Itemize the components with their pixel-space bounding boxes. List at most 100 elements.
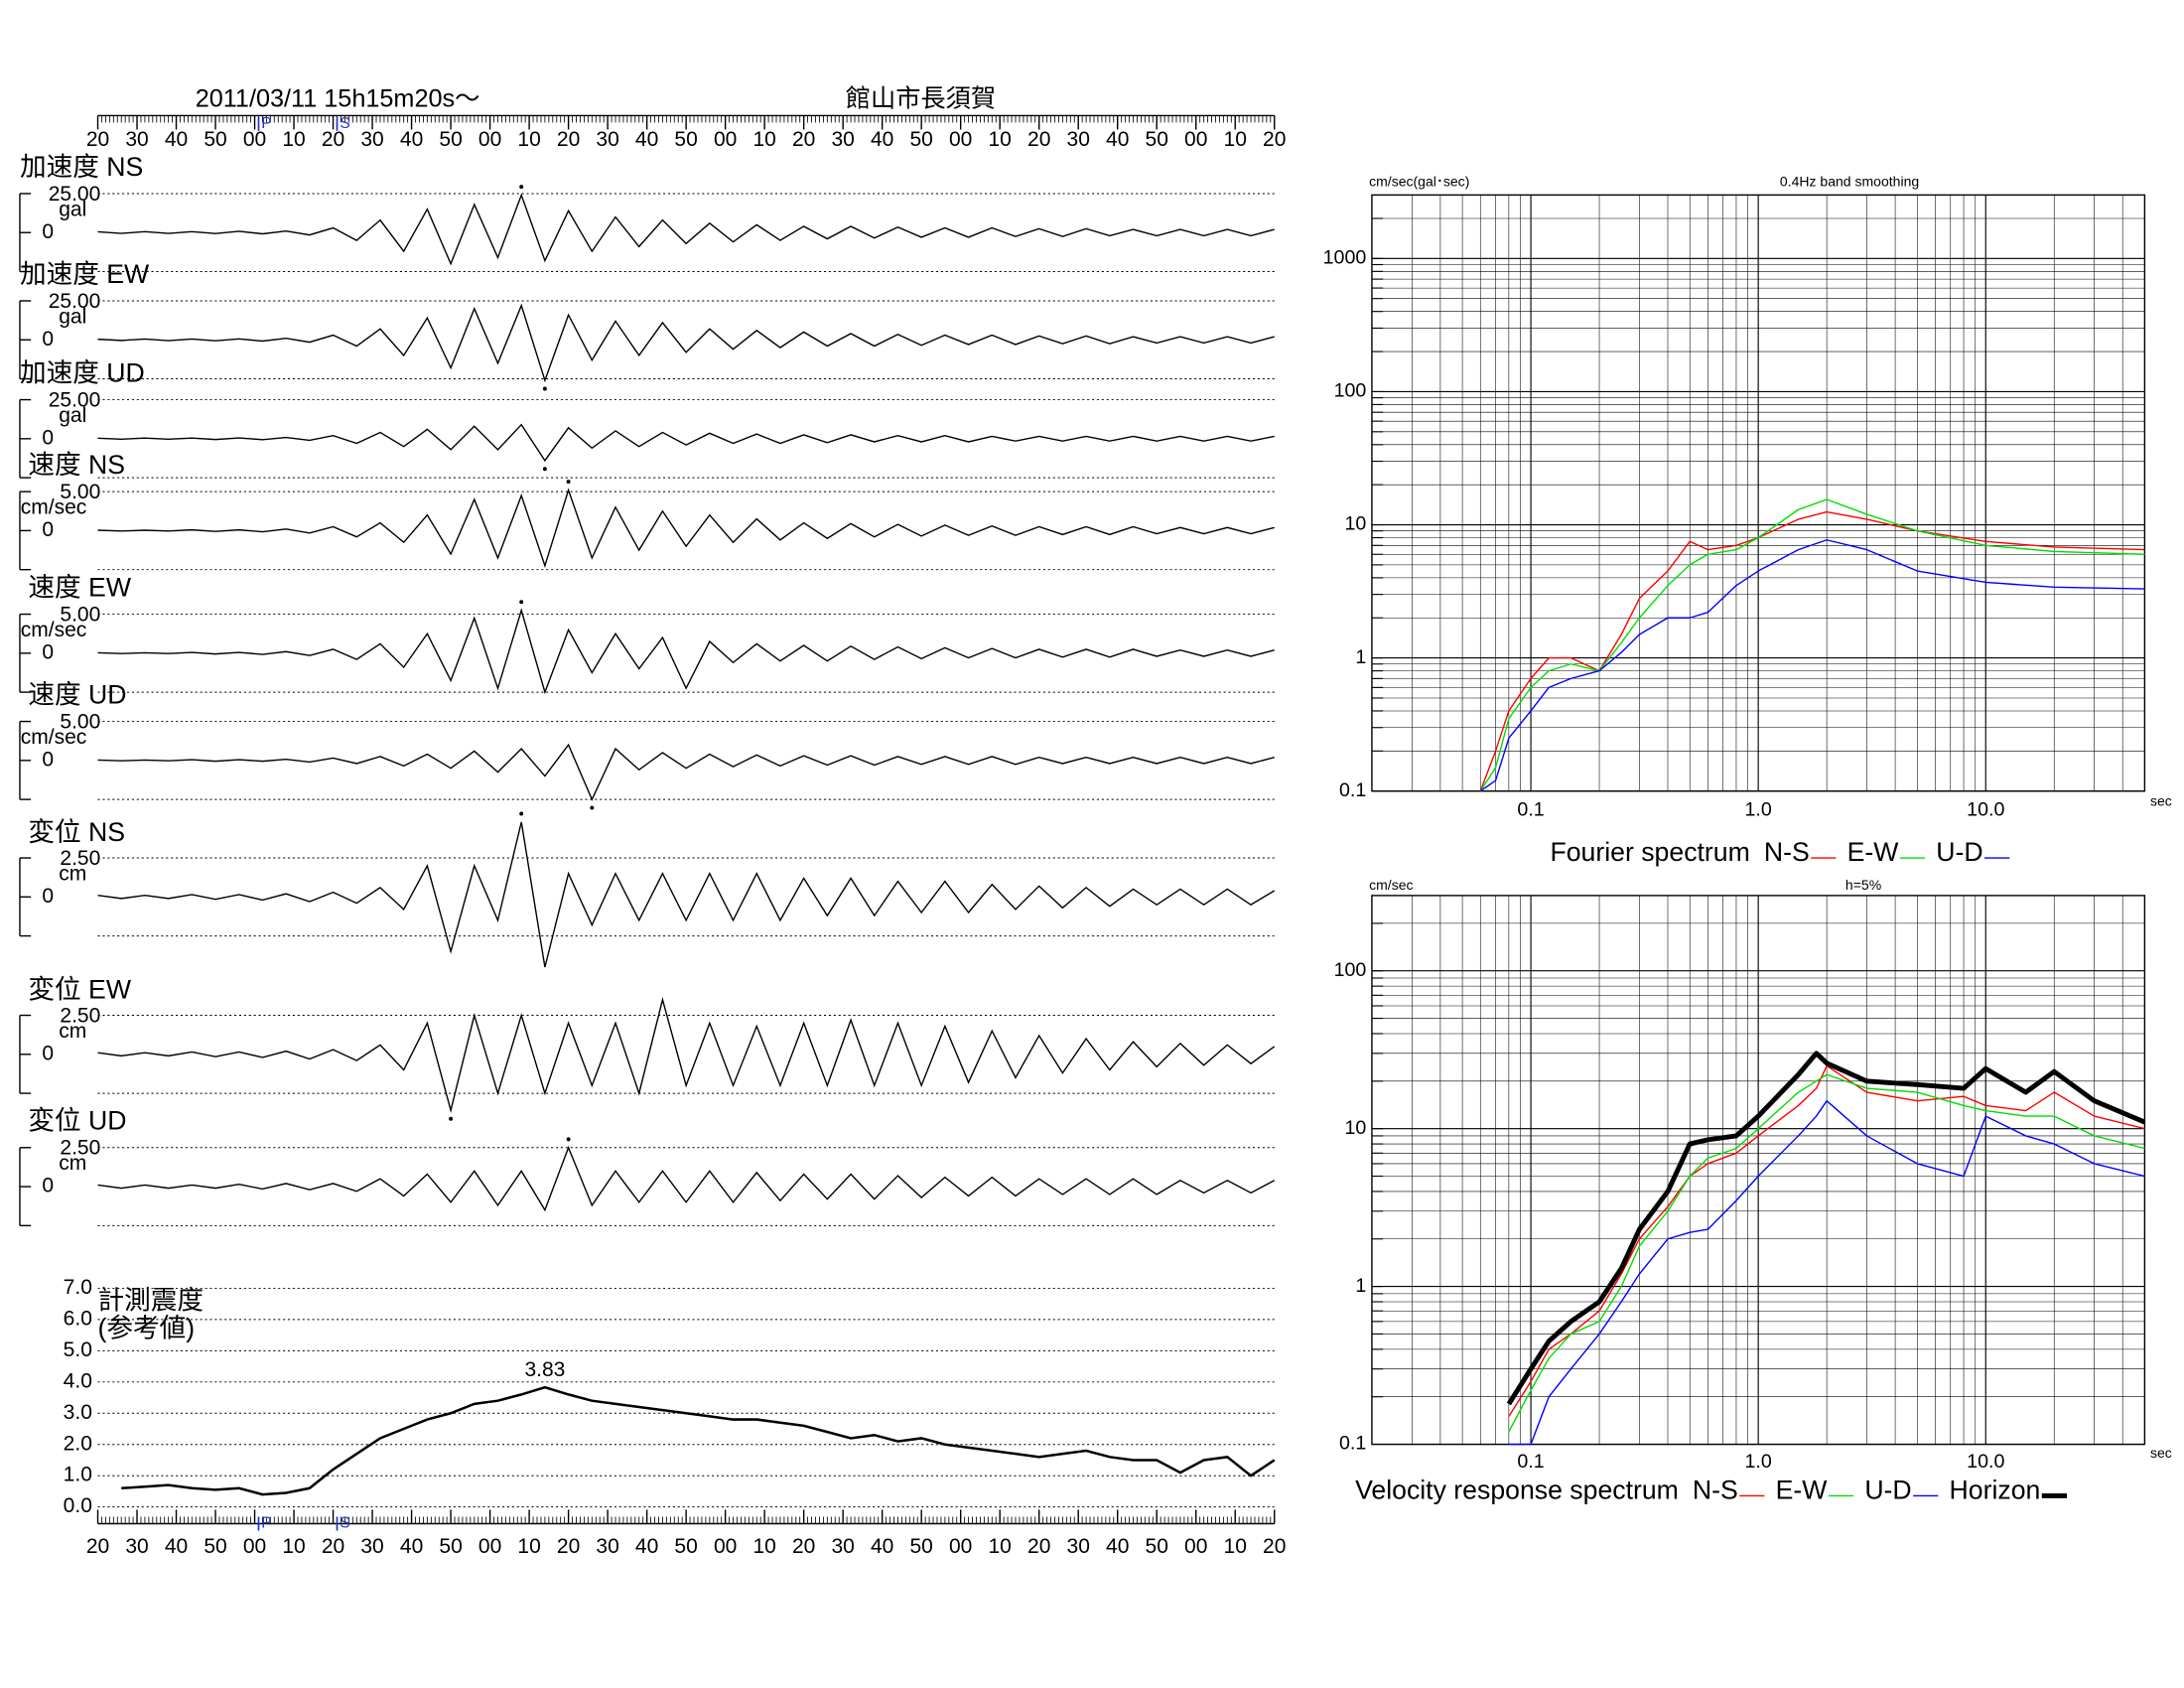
peak-dot — [566, 1137, 571, 1142]
peak-dot — [519, 185, 524, 190]
time-tick-label: 10 — [1224, 1535, 1247, 1558]
x-tick-label: 1.0 — [1745, 799, 1772, 821]
time-tick-label: 00 — [949, 1535, 972, 1558]
time-tick-label: 00 — [478, 128, 501, 151]
time-tick-label: 40 — [165, 1535, 188, 1558]
time-tick-label: 20 — [86, 1535, 109, 1558]
time-tick-label: 20 — [557, 128, 580, 151]
legend-label: E-W — [1776, 1475, 1829, 1504]
y-tick-label: 0.0 — [64, 1494, 92, 1517]
unit-label: gal — [59, 198, 86, 220]
trace-title: 速度 EW — [28, 572, 131, 602]
y-tick-label: 10 — [1344, 513, 1366, 535]
chart-title: Fourier spectrum — [1550, 837, 1749, 867]
phase-label: S — [340, 1515, 349, 1532]
y-tick-label: 1000 — [1323, 247, 1367, 269]
time-tick-label: 00 — [1184, 128, 1207, 151]
waveform — [97, 488, 1275, 569]
time-tick-label: 00 — [1184, 1535, 1207, 1558]
y-tick-label: 0 — [42, 1175, 54, 1197]
y-tick-label: 0 — [42, 640, 54, 663]
time-tick-label: 40 — [635, 1535, 658, 1558]
time-tick-label: 30 — [1067, 128, 1090, 151]
y-tick-label: 0 — [42, 426, 54, 449]
y-tick-label: 4.0 — [64, 1369, 92, 1392]
time-tick-label: 30 — [1067, 1535, 1090, 1558]
time-tick-label: 50 — [909, 1535, 932, 1558]
time-tick-label: 00 — [478, 1535, 501, 1558]
time-tick-label: 30 — [596, 128, 618, 151]
x-tick-label: 1.0 — [1745, 1451, 1772, 1473]
time-tick-label: 40 — [871, 128, 893, 151]
time-tick-label: 30 — [596, 1535, 618, 1558]
unit-label: cm/sec — [21, 726, 87, 749]
y-unit-label: cm/sec — [1369, 877, 1413, 893]
x-unit-label: sec — [2150, 793, 2172, 809]
spectrum-line — [1479, 510, 2145, 791]
y-tick-label: 0 — [42, 220, 54, 243]
legend-label: U-D — [1864, 1475, 1911, 1504]
y-tick-label: 6.0 — [64, 1307, 92, 1330]
x-unit-label: sec — [2150, 1445, 2172, 1461]
legend-label: U-D — [1936, 837, 1982, 867]
time-tick-label: 20 — [1027, 128, 1050, 151]
x-tick-label: 10.0 — [1967, 799, 2004, 821]
time-tick-label: 20 — [1263, 1535, 1286, 1558]
time-tick-label: 20 — [792, 128, 815, 151]
time-tick-label: 10 — [988, 128, 1011, 151]
y-tick-label: 0 — [42, 885, 54, 908]
y-tick-label: 1.0 — [64, 1464, 92, 1486]
time-tick-label: 20 — [1027, 1535, 1050, 1558]
record-datetime: 2011/03/11 15h15m20s～ — [196, 85, 480, 113]
legend-label: Horizon — [1950, 1475, 2041, 1504]
unit-label: gal — [59, 404, 86, 427]
station-name: 館山市長須賀 — [846, 85, 996, 113]
chart-subtitle: 0.4Hz band smoothing — [1780, 173, 1919, 189]
spectrum-line — [1508, 1073, 2145, 1433]
waveform — [97, 608, 1275, 695]
time-tick-label: 50 — [674, 128, 697, 151]
waveform — [97, 821, 1276, 968]
spectrum-line — [1508, 1064, 2145, 1417]
time-tick-label: 50 — [1146, 1535, 1168, 1558]
y-tick-label: 5.00 — [60, 604, 100, 627]
time-tick-label: 30 — [125, 1535, 148, 1558]
legend-label: N-S — [1764, 837, 1810, 867]
legend-label: N-S — [1693, 1475, 1738, 1504]
unit-label: cm — [59, 1020, 86, 1043]
y-tick-label: 0.1 — [1339, 1433, 1366, 1455]
time-tick-label: 10 — [282, 128, 305, 151]
time-tick-label: 00 — [243, 128, 266, 151]
time-tick-label: 30 — [360, 128, 383, 151]
spectrum-line — [1506, 1051, 2146, 1406]
waveform — [97, 1145, 1276, 1212]
chart-title: Velocity response spectrum — [1355, 1475, 1679, 1504]
trace-title: 変位 EW — [28, 975, 131, 1005]
y-tick-label: 2.0 — [64, 1432, 92, 1455]
intensity-line — [121, 1385, 1276, 1496]
unit-label: cm — [59, 1152, 86, 1175]
x-tick-label: 0.1 — [1517, 799, 1544, 821]
spectrum-line — [1479, 539, 2145, 792]
y-tick-label: 3.0 — [64, 1401, 92, 1424]
time-tick-label: 30 — [831, 1535, 854, 1558]
trace-title: 加速度 EW — [20, 259, 150, 289]
time-tick-label: 40 — [165, 128, 188, 151]
trace-title: 速度 NS — [28, 450, 125, 480]
time-tick-label: 50 — [909, 128, 932, 151]
peak-dot — [449, 1116, 454, 1121]
intensity-label: (参考値) — [98, 1314, 196, 1343]
y-tick-label: 100 — [1334, 959, 1367, 981]
trace-title: 変位 NS — [28, 817, 125, 847]
peak-dot — [542, 467, 547, 472]
y-tick-label: 100 — [1334, 380, 1367, 402]
spectrum-line — [1479, 498, 2145, 792]
y-tick-label: 5.0 — [64, 1338, 92, 1361]
time-tick-label: 30 — [831, 128, 854, 151]
unit-label: gal — [59, 305, 86, 328]
trace-title: 速度 UD — [28, 679, 126, 709]
time-tick-label: 10 — [988, 1535, 1011, 1558]
time-tick-label: 10 — [517, 1535, 540, 1558]
y-tick-label: 0 — [42, 328, 54, 351]
legend-label: E-W — [1847, 837, 1900, 867]
